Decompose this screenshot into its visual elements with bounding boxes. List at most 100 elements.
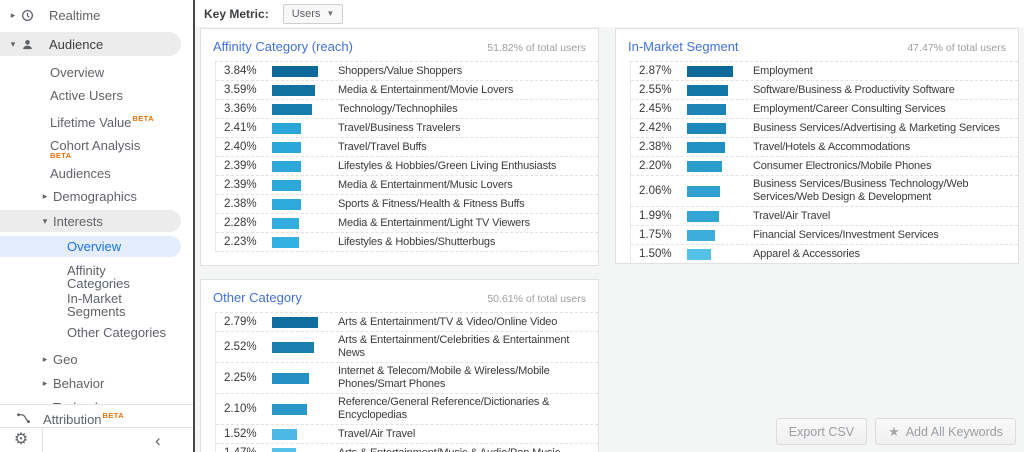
row-bar bbox=[272, 236, 299, 248]
row-percent: 1.50% bbox=[639, 248, 672, 260]
interests-submenu: Overview Affinity Categories In-Market S… bbox=[0, 236, 193, 341]
sidebar-item-interests[interactable]: ▾ Interests bbox=[0, 210, 181, 232]
row-bar-track bbox=[687, 65, 753, 77]
chevron-right-icon: ▸ bbox=[42, 378, 48, 388]
row-bar bbox=[272, 160, 301, 172]
row-bar-track bbox=[272, 447, 338, 452]
row-bar bbox=[687, 141, 725, 153]
affinity-rows: 3.84% Shoppers/Value Shoppers 3.59% Media &… bbox=[215, 61, 598, 252]
row-bar bbox=[272, 103, 312, 115]
row-bar bbox=[687, 103, 726, 115]
sidebar-item-active-users[interactable]: Active Users bbox=[50, 88, 123, 103]
interest-row: 2.79% Arts & Entertainment/TV & Video/Onl… bbox=[216, 313, 598, 332]
row-label: Employment bbox=[753, 64, 813, 77]
sidebar-item-geo[interactable]: ▸ Geo bbox=[0, 348, 193, 371]
row-bar bbox=[687, 84, 728, 96]
row-label: Apparel & Accessories bbox=[753, 247, 860, 260]
sidebar-item-label: Cohort Analysis bbox=[50, 138, 141, 153]
row-percent: 2.10% bbox=[224, 403, 257, 415]
chevron-down-icon: ▼ bbox=[326, 9, 335, 18]
row-bar-track bbox=[272, 428, 338, 440]
sidebar-bottom-bar: ⚙ ‹ bbox=[0, 427, 193, 452]
panel-title-link[interactable]: Affinity Category (reach) bbox=[213, 39, 353, 54]
sidebar-item-label: Lifetime Value bbox=[50, 115, 132, 130]
sidebar-item-overview[interactable]: Overview bbox=[50, 65, 105, 80]
row-percent: 3.59% bbox=[224, 84, 257, 96]
attribution-icon bbox=[16, 411, 31, 426]
interest-row: 3.36% Technology/Technophiles bbox=[216, 100, 598, 119]
panel-total-users: 50.61% of total users bbox=[487, 293, 586, 305]
key-metric-bar: Key Metric: Users ▼ bbox=[195, 0, 1024, 27]
row-percent: 2.40% bbox=[224, 141, 257, 153]
row-bar-track bbox=[272, 65, 338, 77]
row-bar-track bbox=[687, 122, 753, 134]
row-label: Media & Entertainment/Movie Lovers bbox=[338, 83, 514, 96]
interest-row: 1.99% Travel/Air Travel bbox=[631, 207, 1018, 226]
row-percent: 2.55% bbox=[639, 84, 672, 96]
row-label: Business Services/Business Technology/We… bbox=[753, 178, 969, 203]
sidebar-item-cohort-analysis[interactable]: Cohort Analysis BETA bbox=[50, 137, 193, 160]
sidebar-item-audiences[interactable]: Audiences bbox=[50, 166, 111, 181]
sidebar-item-realtime[interactable]: ▸ Realtime bbox=[0, 5, 193, 25]
row-label: Lifestyles & Hobbies/Shutterbugs bbox=[338, 235, 496, 248]
interest-row: 2.20% Consumer Electronics/Mobile Phones bbox=[631, 157, 1018, 176]
sidebar-item-lifetime-value[interactable]: Lifetime ValueBETA bbox=[50, 107, 193, 134]
row-percent: 2.39% bbox=[224, 179, 257, 191]
row-label: Travel/Travel Buffs bbox=[338, 140, 427, 153]
sidebar-item-other-categories[interactable]: Other Categories bbox=[67, 325, 166, 340]
row-bar-track bbox=[272, 84, 338, 96]
row-percent: 1.99% bbox=[639, 210, 672, 222]
export-csv-label: Export CSV bbox=[788, 424, 855, 439]
metric-dropdown[interactable]: Users ▼ bbox=[282, 3, 344, 24]
clock-icon bbox=[21, 9, 34, 22]
row-bar bbox=[272, 341, 314, 353]
row-bar bbox=[272, 447, 296, 452]
row-bar-track bbox=[272, 141, 338, 153]
other-category-panel: Other Category 50.61% of total users 2.7… bbox=[200, 279, 599, 452]
row-bar-track bbox=[272, 403, 338, 415]
add-all-keywords-button[interactable]: ★ Add All Keywords bbox=[875, 418, 1016, 445]
sidebar-item-label: Behavior bbox=[53, 376, 105, 391]
row-label: Sports & Fitness/Health & Fitness Buffs bbox=[338, 197, 525, 210]
export-csv-button[interactable]: Export CSV bbox=[775, 418, 868, 445]
row-bar bbox=[687, 229, 715, 241]
row-label: Arts & Entertainment/Music & Audio/Pop M… bbox=[338, 445, 598, 452]
affinity-category-panel: Affinity Category (reach) 51.82% of tota… bbox=[200, 28, 599, 266]
sidebar-item-behavior[interactable]: ▸ Behavior bbox=[0, 372, 193, 395]
row-bar bbox=[687, 185, 720, 197]
row-bar bbox=[272, 141, 301, 153]
interest-row: 2.39% Lifestyles & Hobbies/Green Living E… bbox=[216, 157, 598, 176]
row-bar-track bbox=[272, 122, 338, 134]
sidebar-item-affinity-categories[interactable]: Affinity Categories bbox=[67, 263, 130, 291]
sidebar-item-attribution[interactable]: AttributionBETA bbox=[0, 407, 193, 430]
interest-row: 2.25% Internet & Telecom/Mobile & Wireles… bbox=[216, 363, 598, 394]
row-label: Media & Entertainment/Music Lovers bbox=[338, 178, 513, 191]
sidebar-item-label: Geo bbox=[53, 352, 78, 367]
row-label: Shoppers/Value Shoppers bbox=[338, 64, 463, 77]
row-bar-track bbox=[272, 341, 338, 353]
interest-row: 1.50% Apparel & Accessories bbox=[631, 245, 1018, 264]
sidebar-item-audience[interactable]: ▾ Audience bbox=[0, 32, 181, 56]
sidebar-item-demographics[interactable]: ▸ Demographics bbox=[0, 185, 193, 208]
row-bar-track bbox=[687, 229, 753, 241]
panel-title-link[interactable]: Other Category bbox=[213, 290, 302, 305]
row-percent: 2.52% bbox=[224, 341, 257, 353]
row-label: Software/Business & Productivity Softwar… bbox=[753, 83, 955, 96]
beta-badge: BETA bbox=[132, 114, 154, 123]
chevron-right-icon: ▸ bbox=[42, 354, 48, 364]
row-bar-track bbox=[272, 316, 338, 328]
beta-badge: BETA bbox=[50, 151, 72, 160]
row-percent: 3.36% bbox=[224, 103, 257, 115]
add-all-keywords-label: Add All Keywords bbox=[905, 424, 1003, 439]
audience-submenu: Overview Active Users Lifetime ValueBETA… bbox=[0, 61, 193, 185]
gear-icon[interactable]: ⚙ bbox=[13, 431, 29, 448]
interest-row: 2.87% Employment bbox=[631, 62, 1018, 81]
interest-row: 3.84% Shoppers/Value Shoppers bbox=[216, 62, 598, 81]
collapse-sidebar-icon[interactable]: ‹ bbox=[155, 430, 161, 450]
panel-title-link[interactable]: In-Market Segment bbox=[628, 39, 739, 54]
sidebar-content-divider bbox=[193, 0, 195, 452]
row-bar bbox=[272, 179, 301, 191]
sidebar-item-in-market-segments[interactable]: In-Market Segments bbox=[67, 291, 126, 319]
settings-cell: ⚙ bbox=[0, 428, 43, 452]
sidebar-item-interests-overview-selected[interactable]: Overview bbox=[0, 236, 181, 257]
